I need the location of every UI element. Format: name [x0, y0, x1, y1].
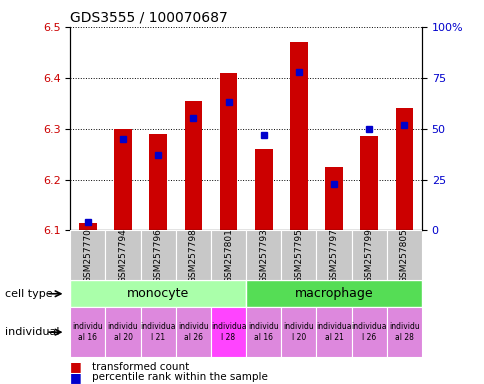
FancyBboxPatch shape — [245, 307, 281, 357]
FancyBboxPatch shape — [105, 307, 140, 357]
Text: individua
l 28: individua l 28 — [211, 323, 246, 342]
Text: GSM257797: GSM257797 — [329, 228, 338, 283]
FancyBboxPatch shape — [70, 230, 105, 280]
Text: GSM257794: GSM257794 — [118, 228, 127, 283]
Text: individu
l 20: individu l 20 — [283, 323, 314, 342]
Text: individua
l 21: individua l 21 — [140, 323, 176, 342]
Text: percentile rank within the sample: percentile rank within the sample — [92, 372, 268, 382]
Text: GSM257798: GSM257798 — [188, 228, 197, 283]
FancyBboxPatch shape — [175, 307, 211, 357]
Text: individu
al 28: individu al 28 — [388, 323, 419, 342]
FancyBboxPatch shape — [70, 280, 245, 307]
Text: cell type: cell type — [5, 289, 52, 299]
Text: individu
al 20: individu al 20 — [107, 323, 138, 342]
Text: ■: ■ — [70, 371, 82, 384]
FancyBboxPatch shape — [386, 307, 421, 357]
Text: monocyte: monocyte — [127, 287, 189, 300]
FancyBboxPatch shape — [281, 307, 316, 357]
Bar — [79, 223, 96, 230]
Text: GSM257770: GSM257770 — [83, 228, 92, 283]
Text: individua
al 21: individua al 21 — [316, 323, 351, 342]
Text: macrophage: macrophage — [294, 287, 373, 300]
FancyBboxPatch shape — [245, 280, 421, 307]
FancyBboxPatch shape — [316, 307, 351, 357]
Bar — [219, 73, 237, 230]
Text: individu
al 16: individu al 16 — [248, 323, 278, 342]
Bar — [114, 129, 132, 230]
Bar — [289, 42, 307, 230]
FancyBboxPatch shape — [351, 307, 386, 357]
Bar — [255, 149, 272, 230]
Text: GSM257795: GSM257795 — [294, 228, 303, 283]
Text: GSM257799: GSM257799 — [364, 228, 373, 283]
FancyBboxPatch shape — [281, 230, 316, 280]
Text: individu
al 26: individu al 26 — [178, 323, 208, 342]
FancyBboxPatch shape — [351, 230, 386, 280]
FancyBboxPatch shape — [386, 230, 421, 280]
Text: ■: ■ — [70, 360, 82, 373]
Bar — [149, 134, 166, 230]
FancyBboxPatch shape — [140, 307, 175, 357]
Text: GSM257801: GSM257801 — [224, 228, 233, 283]
Text: GDS3555 / 100070687: GDS3555 / 100070687 — [70, 10, 227, 24]
Bar — [184, 101, 202, 230]
FancyBboxPatch shape — [140, 230, 175, 280]
FancyBboxPatch shape — [105, 230, 140, 280]
FancyBboxPatch shape — [70, 307, 105, 357]
Text: GSM257793: GSM257793 — [258, 228, 268, 283]
FancyBboxPatch shape — [175, 230, 211, 280]
Text: GSM257796: GSM257796 — [153, 228, 163, 283]
Text: individual: individual — [5, 327, 59, 337]
Text: individua
l 26: individua l 26 — [351, 323, 386, 342]
FancyBboxPatch shape — [211, 307, 245, 357]
FancyBboxPatch shape — [316, 230, 351, 280]
Text: transformed count: transformed count — [92, 362, 189, 372]
Text: GSM257805: GSM257805 — [399, 228, 408, 283]
Bar — [325, 167, 342, 230]
FancyBboxPatch shape — [211, 230, 245, 280]
FancyBboxPatch shape — [245, 230, 281, 280]
Bar — [395, 108, 412, 230]
Text: individu
al 16: individu al 16 — [73, 323, 103, 342]
Bar — [360, 136, 377, 230]
